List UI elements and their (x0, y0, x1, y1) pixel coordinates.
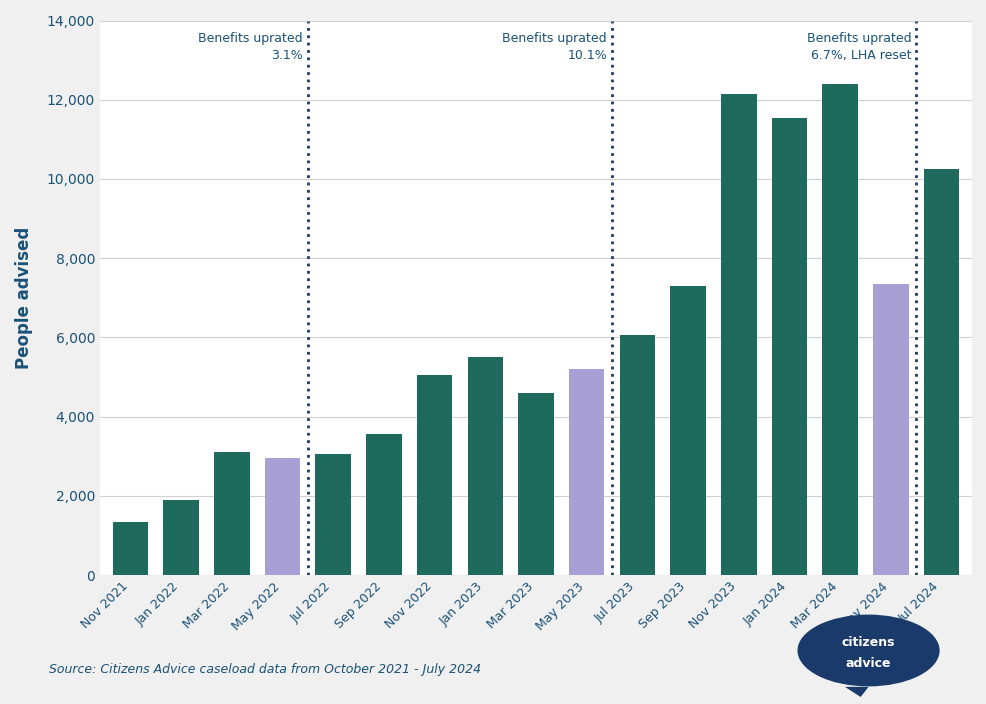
Bar (619, 335, 655, 575)
Bar (366, 434, 401, 575)
Bar (923, 169, 958, 575)
Bar (568, 369, 603, 575)
Bar (214, 453, 249, 575)
Bar (873, 284, 908, 575)
Text: Source: Citizens Advice caseload data from October 2021 - July 2024: Source: Citizens Advice caseload data fr… (49, 663, 481, 676)
Bar (164, 500, 198, 575)
Y-axis label: People advised: People advised (15, 227, 33, 369)
Polygon shape (844, 687, 868, 697)
Bar (112, 522, 148, 575)
Ellipse shape (797, 615, 939, 686)
Bar (518, 393, 553, 575)
Bar (669, 286, 705, 575)
Bar (771, 118, 807, 575)
Text: advice: advice (845, 657, 890, 670)
Bar (416, 375, 452, 575)
Bar (721, 94, 755, 575)
Text: Benefits uprated
6.7%, LHA reset: Benefits uprated 6.7%, LHA reset (806, 32, 910, 63)
Text: Benefits uprated
3.1%: Benefits uprated 3.1% (198, 32, 303, 63)
Bar (316, 454, 351, 575)
Bar (264, 458, 300, 575)
Bar (467, 357, 503, 575)
Bar (821, 84, 857, 575)
Text: citizens: citizens (841, 636, 894, 648)
Text: Benefits uprated
10.1%: Benefits uprated 10.1% (502, 32, 606, 63)
